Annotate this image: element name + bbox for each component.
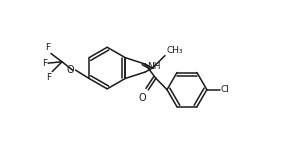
Text: O: O — [67, 65, 75, 75]
Text: F: F — [42, 59, 47, 68]
Text: CH₃: CH₃ — [166, 46, 183, 55]
Text: O: O — [139, 93, 146, 103]
Text: F: F — [46, 73, 51, 82]
Text: Cl: Cl — [221, 85, 230, 94]
Text: NH: NH — [147, 62, 161, 71]
Text: F: F — [45, 44, 50, 52]
